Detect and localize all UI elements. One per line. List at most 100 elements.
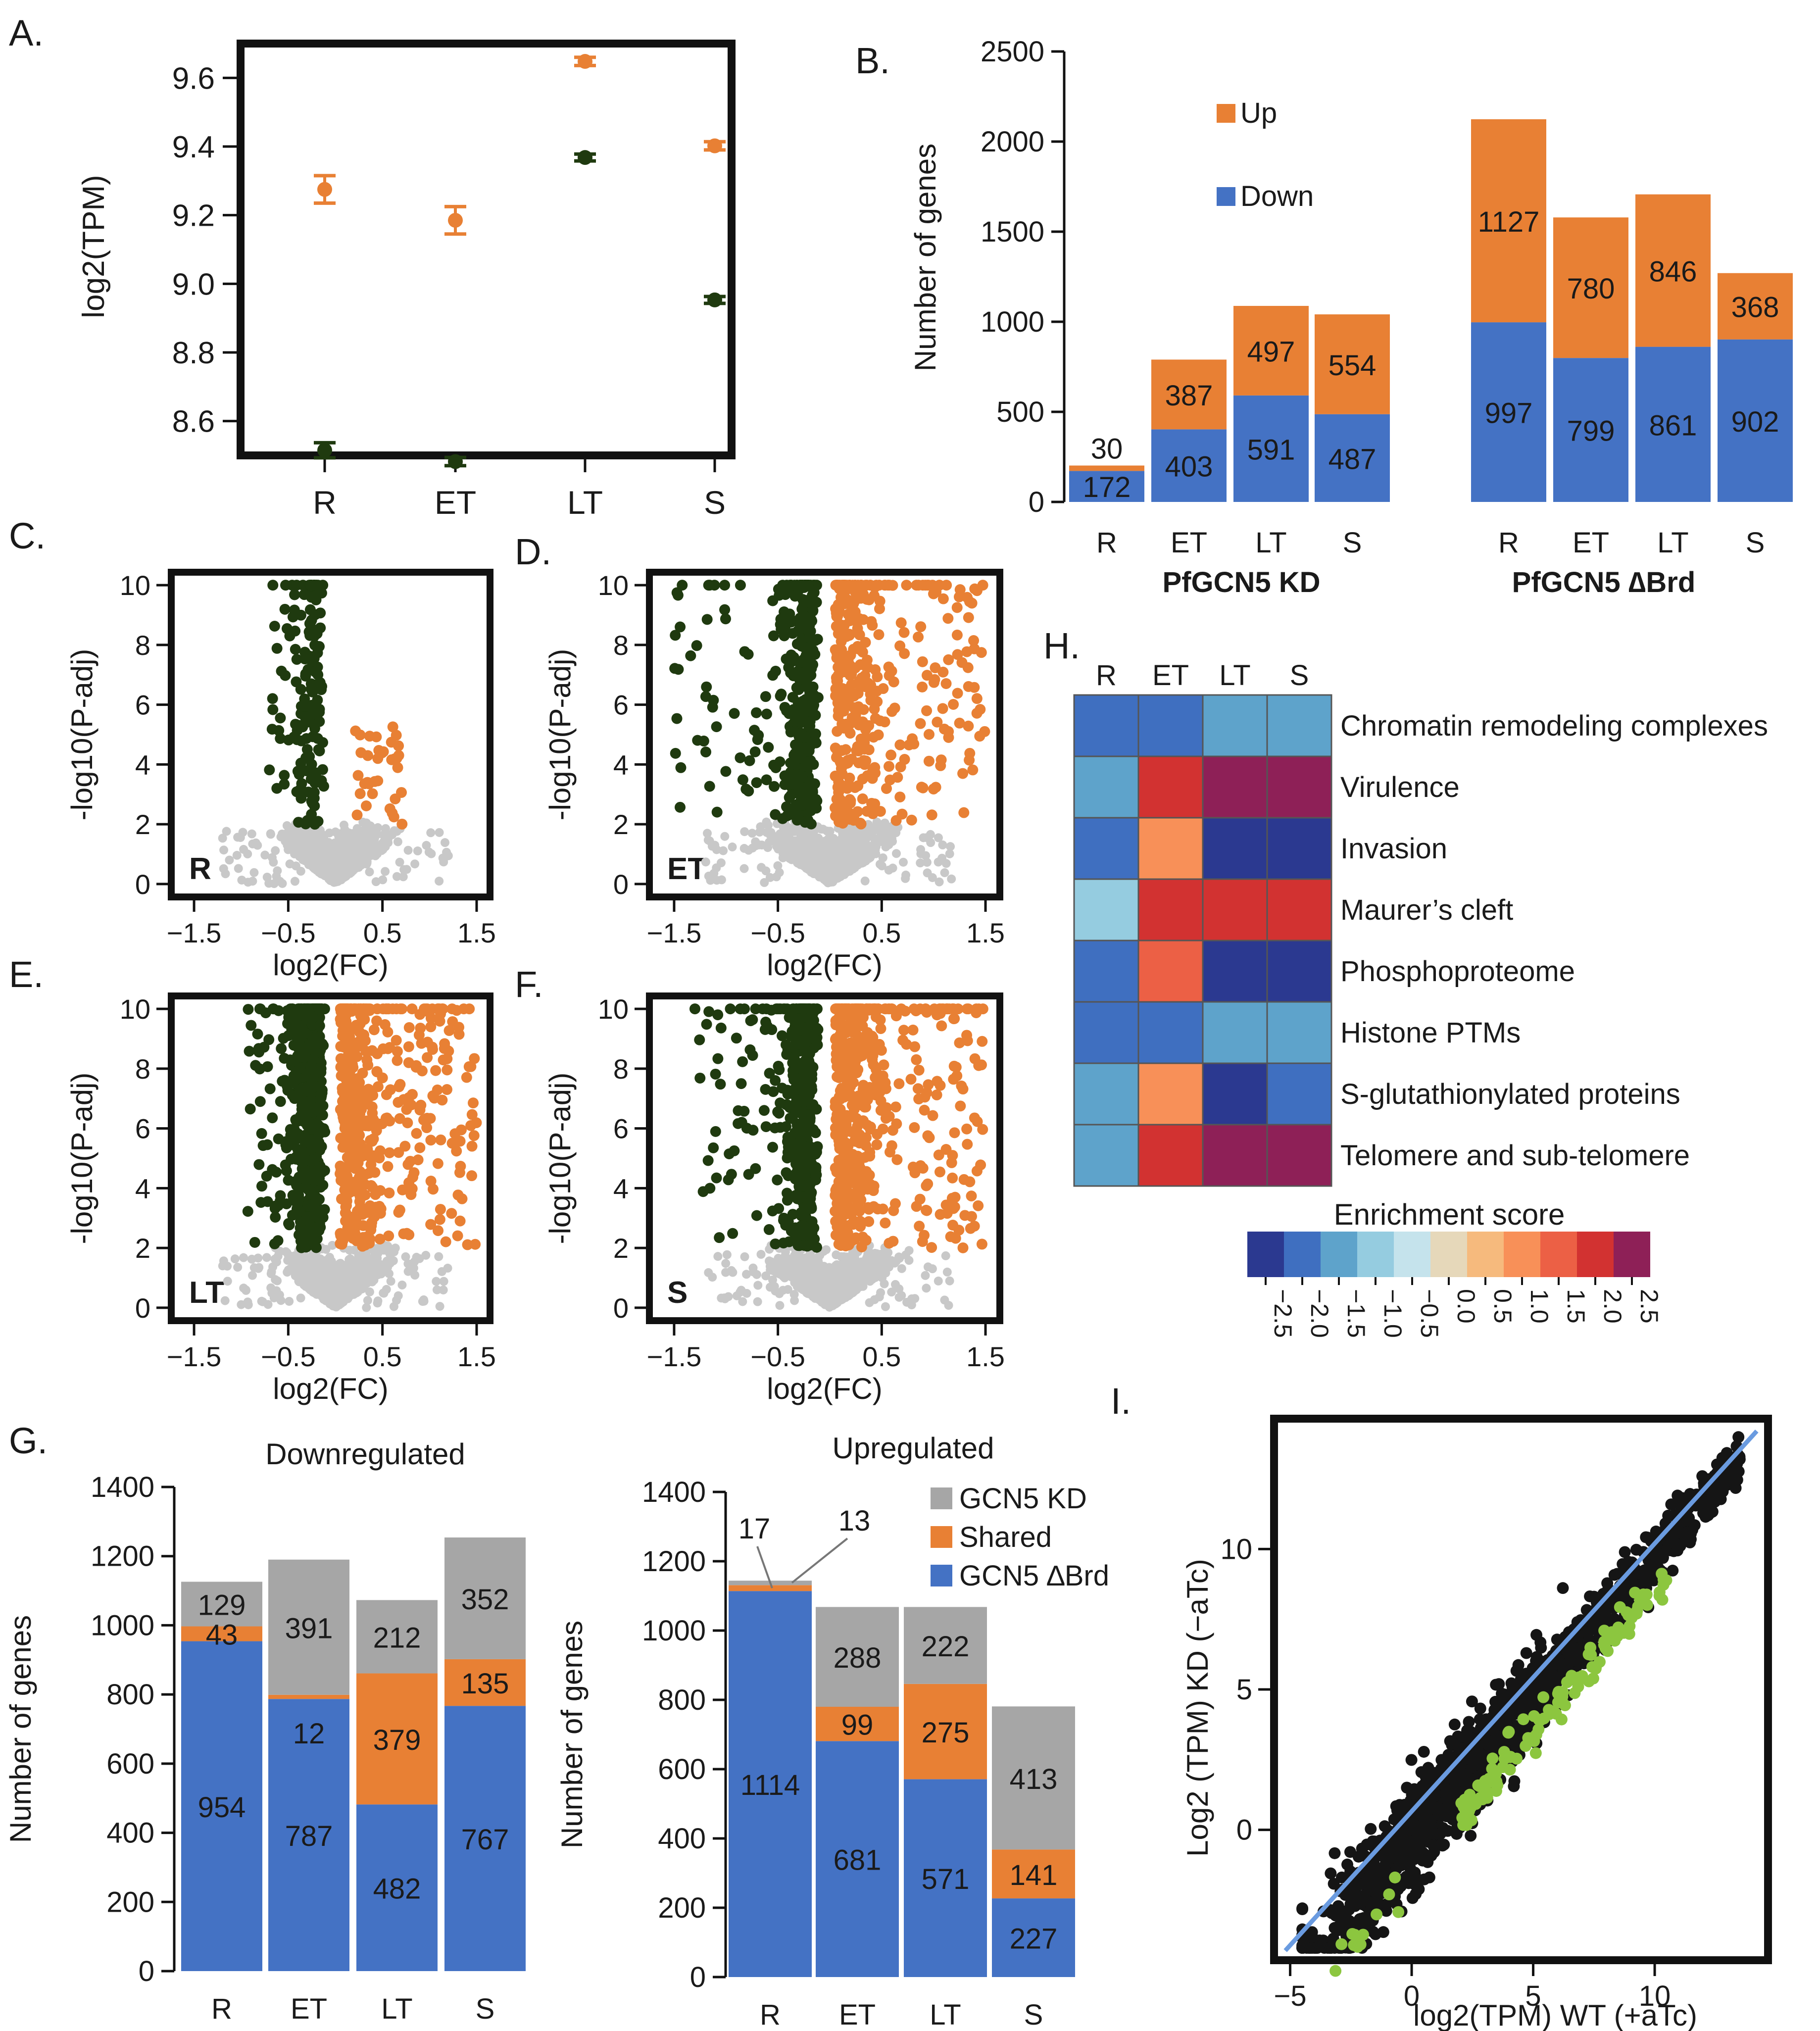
volcano-y-tick-label: 2 <box>613 809 629 840</box>
volcano-point-ns <box>829 871 838 880</box>
volcano-point-down <box>273 725 285 736</box>
volcano-point-down <box>261 1171 272 1182</box>
panel-b-legend-up-swatch <box>1217 104 1235 123</box>
volcano-point-ns <box>339 867 348 876</box>
volcano-point-up <box>958 807 970 818</box>
volcano-point-down <box>249 1237 260 1248</box>
volcano-point-down <box>309 1154 320 1166</box>
volcano-point-down <box>298 589 310 600</box>
volcano-point-up <box>854 591 865 602</box>
panel-b-up-value: 497 <box>1247 336 1295 368</box>
panel-b-bar-up <box>1233 305 1309 396</box>
panel-b-bar-down <box>1635 347 1711 502</box>
volcano-point-ns <box>409 1263 418 1273</box>
volcano-point-up <box>843 580 855 591</box>
volcano-point-up <box>935 754 947 766</box>
volcano-point-down <box>306 1061 317 1072</box>
panel-b-down-value: 902 <box>1731 406 1779 438</box>
volcano-point-down <box>264 764 275 776</box>
volcano-point-down <box>317 764 328 775</box>
volcano-point-up <box>874 603 885 614</box>
volcano-point-down <box>685 650 696 661</box>
volcano-point-ns <box>237 875 246 885</box>
panel-b-group-label-kd: PfGCN5 KD <box>1162 566 1320 598</box>
panel-b-x-tick-label: S <box>1343 527 1362 559</box>
volcano-point-up <box>943 654 954 665</box>
panel-b-up-value: 387 <box>1165 380 1213 412</box>
volcano-point-up <box>956 657 968 668</box>
volcano-point-ns <box>739 864 749 873</box>
volcano-point-ns <box>779 849 788 858</box>
volcano-point-down <box>720 766 732 777</box>
volcano-point-up <box>857 793 868 804</box>
volcano-y-axis-label: -log10(P-adj) <box>543 649 577 821</box>
volcano-point-up <box>354 788 366 799</box>
volcano-point-ns <box>779 832 788 842</box>
volcano-point-ns <box>848 864 858 874</box>
volcano-point-up <box>422 1052 433 1063</box>
volcano-point-down <box>768 630 780 642</box>
volcano-point-ns <box>435 877 444 886</box>
volcano-point-down <box>271 643 283 654</box>
volcano-point-down <box>310 594 322 605</box>
volcano-point-down <box>737 774 748 786</box>
volcano-point-up <box>850 707 862 719</box>
volcano-point-down <box>672 590 684 601</box>
volcano-point-ns <box>370 1268 379 1278</box>
volcano-point-up <box>948 699 959 710</box>
volcano-point-up <box>840 651 852 662</box>
panel-a-point <box>707 292 722 307</box>
volcano-point-ns <box>441 838 450 847</box>
volcano-point-up <box>361 800 372 812</box>
volcano-y-tick-label: 6 <box>135 1113 150 1144</box>
volcano-point-up <box>454 1215 466 1227</box>
volcano-point-up <box>894 792 906 803</box>
volcano-point-ns <box>740 827 749 837</box>
volcano-point-ns <box>884 822 893 832</box>
volcano-point-ns <box>219 845 229 855</box>
panel-b-x-tick-label: S <box>1746 527 1765 559</box>
volcano-point-up <box>403 1041 414 1052</box>
panel-b-legend-up-label: Up <box>1240 97 1277 129</box>
panel-b-legend-down-swatch <box>1217 187 1235 206</box>
volcano-point-down <box>784 615 795 626</box>
volcano-point-down <box>269 621 280 632</box>
volcano-point-up <box>371 731 382 743</box>
volcano-stage-label: R <box>189 852 211 886</box>
volcano-point-down <box>272 1200 284 1211</box>
panel-label-e: E. <box>9 954 44 995</box>
volcano-point-down <box>303 1010 314 1021</box>
volcano-point-up <box>844 599 856 610</box>
volcano-point-up <box>427 1041 438 1053</box>
volcano-point-ns <box>332 1300 342 1310</box>
volcano-point-down <box>786 580 797 591</box>
volcano-point-up <box>869 582 881 593</box>
volcano-point-down <box>289 589 300 600</box>
volcano-point-up <box>396 818 408 830</box>
volcano-point-down <box>308 787 320 798</box>
volcano-x-axis-label: log2(FC) <box>273 948 388 982</box>
panel-b-y-tick-label: 2000 <box>981 126 1044 158</box>
volcano-point-down <box>306 655 317 666</box>
volcano-point-up <box>836 768 848 780</box>
volcano-stage-label: LT <box>189 1276 224 1310</box>
panel-a-x-tick-label: ET <box>435 484 476 521</box>
volcano-point-down <box>283 734 295 745</box>
volcano-point-ns <box>325 845 334 855</box>
volcano-point-down <box>749 725 760 736</box>
volcano-point-up <box>435 1204 446 1215</box>
volcano-point-down <box>796 603 808 615</box>
volcano-point-ns <box>275 877 285 886</box>
volcano-point-up <box>913 631 924 643</box>
volcano-y-tick-label: 10 <box>120 570 150 601</box>
panel-a-point <box>578 150 592 165</box>
volcano-point-down <box>799 671 810 682</box>
volcano-point-up <box>441 1084 452 1095</box>
volcano-point-ns <box>747 829 757 838</box>
panel-b-bar-up <box>1718 273 1793 340</box>
volcano-point-ns <box>270 1254 280 1264</box>
volcano-point-ns <box>864 848 874 858</box>
volcano-point-down <box>304 1039 316 1050</box>
volcano-point-down <box>708 694 719 706</box>
